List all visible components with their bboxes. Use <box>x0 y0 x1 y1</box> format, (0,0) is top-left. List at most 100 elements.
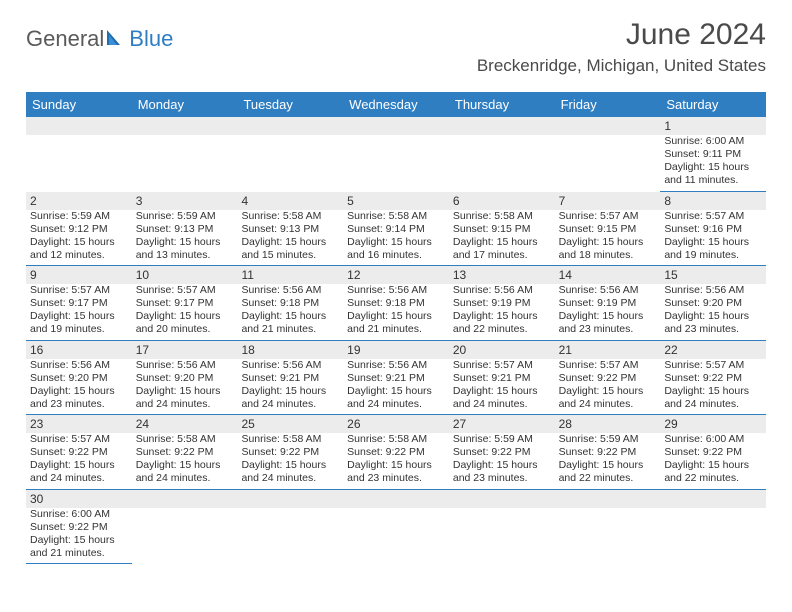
week-row: Sunrise: 6:00 AMSunset: 9:22 PMDaylight:… <box>26 508 766 565</box>
calendar-page: General Blue June 2024 Breckenridge, Mic… <box>0 0 792 582</box>
week-row: Sunrise: 6:00 AMSunset: 9:11 PMDaylight:… <box>26 135 766 192</box>
sunset-text: Sunset: 9:19 PM <box>453 297 551 310</box>
day-number: . <box>449 117 555 135</box>
daylight-text: Daylight: 15 hours and 18 minutes. <box>559 236 657 262</box>
sunset-text: Sunset: 9:22 PM <box>664 372 762 385</box>
sunrise-text: Sunrise: 5:56 AM <box>30 359 128 372</box>
sunrise-text: Sunrise: 6:00 AM <box>664 135 762 148</box>
daylight-text: Daylight: 15 hours and 19 minutes. <box>30 310 128 336</box>
day-number: . <box>449 490 555 508</box>
weekday-header-row: Sunday Monday Tuesday Wednesday Thursday… <box>26 92 766 117</box>
day-number: 6 <box>449 192 555 210</box>
sunset-text: Sunset: 9:22 PM <box>559 446 657 459</box>
day-number: 27 <box>449 415 555 433</box>
sunrise-text: Sunrise: 5:57 AM <box>30 433 128 446</box>
daylight-text: Daylight: 15 hours and 21 minutes. <box>347 310 445 336</box>
day-cell: Sunrise: 5:57 AMSunset: 9:22 PMDaylight:… <box>660 359 766 416</box>
day-number: 12 <box>343 266 449 284</box>
sunset-text: Sunset: 9:21 PM <box>347 372 445 385</box>
sunrise-text: Sunrise: 5:58 AM <box>241 433 339 446</box>
day-cell: Sunrise: 5:56 AMSunset: 9:19 PMDaylight:… <box>555 284 661 341</box>
day-cell <box>237 135 343 192</box>
calendar-grid: Sunday Monday Tuesday Wednesday Thursday… <box>26 92 766 564</box>
day-number: 22 <box>660 341 766 359</box>
sunrise-text: Sunrise: 5:59 AM <box>136 210 234 223</box>
day-cell: Sunrise: 5:57 AMSunset: 9:21 PMDaylight:… <box>449 359 555 416</box>
day-cell: Sunrise: 5:56 AMSunset: 9:18 PMDaylight:… <box>343 284 449 341</box>
daylight-text: Daylight: 15 hours and 20 minutes. <box>136 310 234 336</box>
day-number: 20 <box>449 341 555 359</box>
sunrise-text: Sunrise: 5:57 AM <box>30 284 128 297</box>
sunrise-text: Sunrise: 5:56 AM <box>241 284 339 297</box>
daylight-text: Daylight: 15 hours and 17 minutes. <box>453 236 551 262</box>
day-cell: Sunrise: 5:57 AMSunset: 9:16 PMDaylight:… <box>660 210 766 267</box>
day-cell: Sunrise: 6:00 AMSunset: 9:22 PMDaylight:… <box>660 433 766 490</box>
sunset-text: Sunset: 9:22 PM <box>453 446 551 459</box>
calendar-location: Breckenridge, Michigan, United States <box>477 56 766 76</box>
day-cell <box>132 135 238 192</box>
weekday-header: Thursday <box>449 92 555 117</box>
day-cell: Sunrise: 5:56 AMSunset: 9:20 PMDaylight:… <box>132 359 238 416</box>
day-number: 30 <box>26 490 132 508</box>
day-cell <box>555 135 661 192</box>
daylight-text: Daylight: 15 hours and 24 minutes. <box>559 385 657 411</box>
day-cell <box>660 508 766 565</box>
sunrise-text: Sunrise: 5:56 AM <box>136 359 234 372</box>
day-number-row: 16171819202122 <box>26 341 766 359</box>
day-number: 14 <box>555 266 661 284</box>
daylight-text: Daylight: 15 hours and 19 minutes. <box>664 236 762 262</box>
sunrise-text: Sunrise: 5:58 AM <box>347 433 445 446</box>
sunset-text: Sunset: 9:20 PM <box>136 372 234 385</box>
day-cell: Sunrise: 5:56 AMSunset: 9:19 PMDaylight:… <box>449 284 555 341</box>
day-number: 9 <box>26 266 132 284</box>
sunrise-text: Sunrise: 5:59 AM <box>559 433 657 446</box>
day-number: . <box>660 490 766 508</box>
sunset-text: Sunset: 9:14 PM <box>347 223 445 236</box>
day-number: . <box>237 490 343 508</box>
sunrise-text: Sunrise: 5:58 AM <box>136 433 234 446</box>
brand-logo: General Blue <box>26 26 173 52</box>
day-number-row: 9101112131415 <box>26 266 766 284</box>
sunset-text: Sunset: 9:18 PM <box>241 297 339 310</box>
sail-icon <box>106 28 128 46</box>
day-number: 19 <box>343 341 449 359</box>
day-number: 21 <box>555 341 661 359</box>
sunset-text: Sunset: 9:16 PM <box>664 223 762 236</box>
weekday-header: Tuesday <box>237 92 343 117</box>
daylight-text: Daylight: 15 hours and 24 minutes. <box>664 385 762 411</box>
day-number: . <box>132 490 238 508</box>
day-cell: Sunrise: 5:59 AMSunset: 9:22 PMDaylight:… <box>555 433 661 490</box>
day-cell: Sunrise: 5:58 AMSunset: 9:15 PMDaylight:… <box>449 210 555 267</box>
sunrise-text: Sunrise: 5:58 AM <box>347 210 445 223</box>
sunset-text: Sunset: 9:22 PM <box>347 446 445 459</box>
day-number: 23 <box>26 415 132 433</box>
day-cell: Sunrise: 5:58 AMSunset: 9:22 PMDaylight:… <box>132 433 238 490</box>
day-number: . <box>555 117 661 135</box>
day-number: 10 <box>132 266 238 284</box>
sunset-text: Sunset: 9:22 PM <box>30 521 128 534</box>
day-cell: Sunrise: 5:58 AMSunset: 9:13 PMDaylight:… <box>237 210 343 267</box>
day-number: 26 <box>343 415 449 433</box>
day-cell: Sunrise: 5:59 AMSunset: 9:13 PMDaylight:… <box>132 210 238 267</box>
day-number: 1 <box>660 117 766 135</box>
sunrise-text: Sunrise: 5:56 AM <box>559 284 657 297</box>
day-cell: Sunrise: 5:59 AMSunset: 9:12 PMDaylight:… <box>26 210 132 267</box>
sunrise-text: Sunrise: 5:56 AM <box>347 284 445 297</box>
sunset-text: Sunset: 9:12 PM <box>30 223 128 236</box>
day-cell: Sunrise: 5:56 AMSunset: 9:21 PMDaylight:… <box>343 359 449 416</box>
sunset-text: Sunset: 9:13 PM <box>241 223 339 236</box>
sunrise-text: Sunrise: 5:59 AM <box>30 210 128 223</box>
day-number: . <box>26 117 132 135</box>
sunrise-text: Sunrise: 6:00 AM <box>664 433 762 446</box>
daylight-text: Daylight: 15 hours and 23 minutes. <box>559 310 657 336</box>
sunrise-text: Sunrise: 5:59 AM <box>453 433 551 446</box>
sunset-text: Sunset: 9:22 PM <box>136 446 234 459</box>
sunset-text: Sunset: 9:21 PM <box>241 372 339 385</box>
sunrise-text: Sunrise: 5:56 AM <box>241 359 339 372</box>
sunset-text: Sunset: 9:19 PM <box>559 297 657 310</box>
sunrise-text: Sunrise: 5:57 AM <box>559 359 657 372</box>
sunset-text: Sunset: 9:17 PM <box>30 297 128 310</box>
day-number-row: 23242526272829 <box>26 415 766 433</box>
day-cell <box>343 508 449 565</box>
title-block: June 2024 Breckenridge, Michigan, United… <box>477 18 766 76</box>
